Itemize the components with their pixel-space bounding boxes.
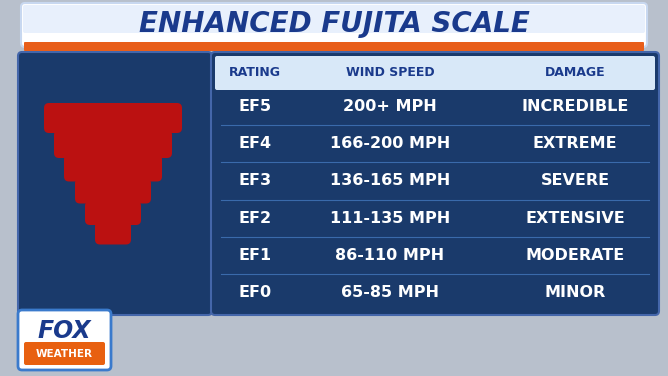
- FancyBboxPatch shape: [24, 342, 105, 365]
- Text: 111-135 MPH: 111-135 MPH: [330, 211, 450, 226]
- FancyBboxPatch shape: [23, 5, 645, 33]
- FancyBboxPatch shape: [95, 221, 131, 244]
- FancyBboxPatch shape: [21, 3, 647, 47]
- Text: EF5: EF5: [238, 99, 272, 114]
- Text: FOX: FOX: [37, 319, 91, 343]
- Text: SEVERE: SEVERE: [540, 173, 610, 188]
- FancyBboxPatch shape: [215, 56, 655, 90]
- FancyBboxPatch shape: [75, 179, 151, 203]
- FancyBboxPatch shape: [18, 310, 111, 370]
- Text: 136-165 MPH: 136-165 MPH: [330, 173, 450, 188]
- FancyBboxPatch shape: [44, 103, 182, 133]
- FancyBboxPatch shape: [24, 42, 644, 51]
- Text: EF4: EF4: [238, 136, 272, 151]
- FancyBboxPatch shape: [85, 201, 141, 225]
- Text: RATING: RATING: [229, 67, 281, 79]
- FancyBboxPatch shape: [18, 52, 212, 315]
- Text: DAMAGE: DAMAGE: [544, 67, 605, 79]
- FancyBboxPatch shape: [64, 155, 162, 182]
- Text: 86-110 MPH: 86-110 MPH: [335, 248, 445, 263]
- Text: MINOR: MINOR: [544, 285, 606, 300]
- Text: EXTREME: EXTREME: [532, 136, 617, 151]
- FancyBboxPatch shape: [54, 130, 172, 158]
- Text: EF0: EF0: [238, 285, 272, 300]
- Text: WIND SPEED: WIND SPEED: [345, 67, 434, 79]
- Text: 166-200 MPH: 166-200 MPH: [330, 136, 450, 151]
- FancyBboxPatch shape: [211, 52, 659, 315]
- Text: EF1: EF1: [238, 248, 272, 263]
- Text: MODERATE: MODERATE: [525, 248, 625, 263]
- Text: 65-85 MPH: 65-85 MPH: [341, 285, 439, 300]
- Text: 200+ MPH: 200+ MPH: [343, 99, 437, 114]
- Text: EF2: EF2: [238, 211, 272, 226]
- Text: WEATHER: WEATHER: [35, 349, 92, 359]
- Text: EF3: EF3: [238, 173, 272, 188]
- Text: INCREDIBLE: INCREDIBLE: [521, 99, 629, 114]
- Text: EXTENSIVE: EXTENSIVE: [525, 211, 625, 226]
- Text: ENHANCED FUJITA SCALE: ENHANCED FUJITA SCALE: [138, 10, 530, 38]
